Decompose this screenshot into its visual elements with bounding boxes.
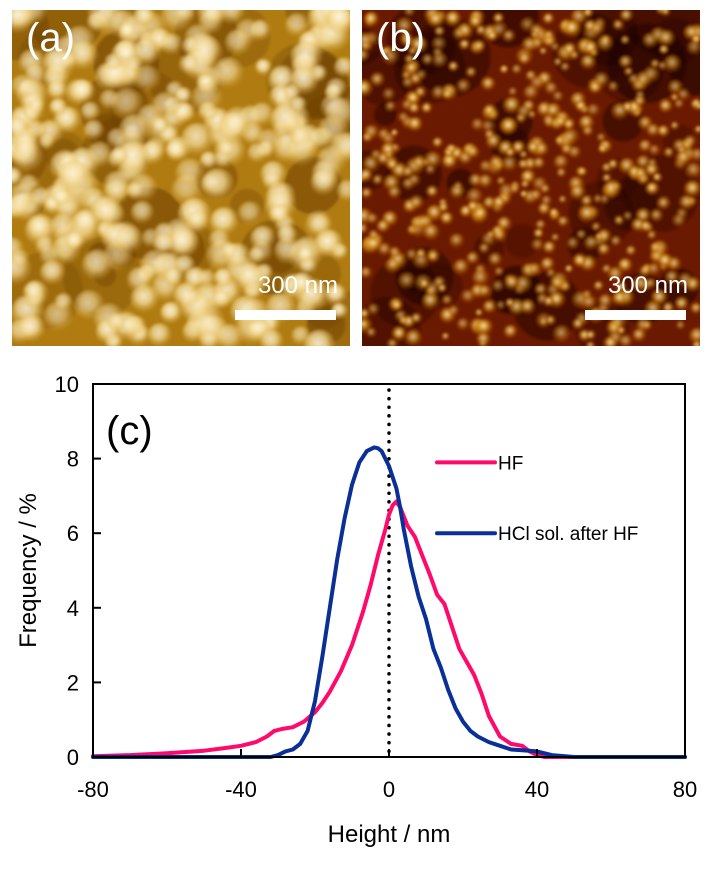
scale-bar-b <box>585 310 686 320</box>
x-axis-title: Height / nm <box>328 821 451 848</box>
scale-bar-label-b: 300 nm <box>607 272 688 299</box>
y-tick-label: 6 <box>67 521 79 546</box>
y-tick-label: 4 <box>67 596 79 621</box>
x-tick-label: 0 <box>383 777 395 802</box>
panel-label-c: (c) <box>106 409 153 453</box>
afm-topography-b <box>362 10 700 346</box>
panel-label-a: (a) <box>26 16 75 60</box>
legend-label-hf: HF <box>498 453 523 474</box>
x-tick-label: -80 <box>77 777 109 802</box>
x-tick-label: 80 <box>673 777 697 802</box>
y-tick-label: 2 <box>67 670 79 695</box>
series-line-hf <box>91 499 687 759</box>
legend-label-hcl: HCl sol. after HF <box>498 524 638 545</box>
height-distribution-chart: 0 2 4 6 8 10 -80 -40 0 40 80 (c) Height / nm Frequ… <box>15 372 697 848</box>
afm-image-hf: (a) 300 nm <box>12 10 350 346</box>
afm-topography-a <box>12 10 350 346</box>
x-tick-label: -40 <box>225 777 257 802</box>
legend: HF HCl sol. after HF <box>435 453 638 545</box>
y-tick-label: 8 <box>67 447 79 472</box>
y-tick-label: 0 <box>67 745 79 770</box>
scale-bar-label-a: 300 nm <box>257 272 338 299</box>
x-tick-label: 40 <box>525 777 549 802</box>
y-tick-label: 10 <box>55 372 79 397</box>
panel-label-b: (b) <box>376 16 425 60</box>
afm-image-hcl: (b) 300 nm <box>362 10 700 346</box>
series-line-hcl-after-hf <box>91 445 687 759</box>
scale-bar-a <box>235 310 336 320</box>
y-axis-title: Frequency / % <box>15 493 42 648</box>
